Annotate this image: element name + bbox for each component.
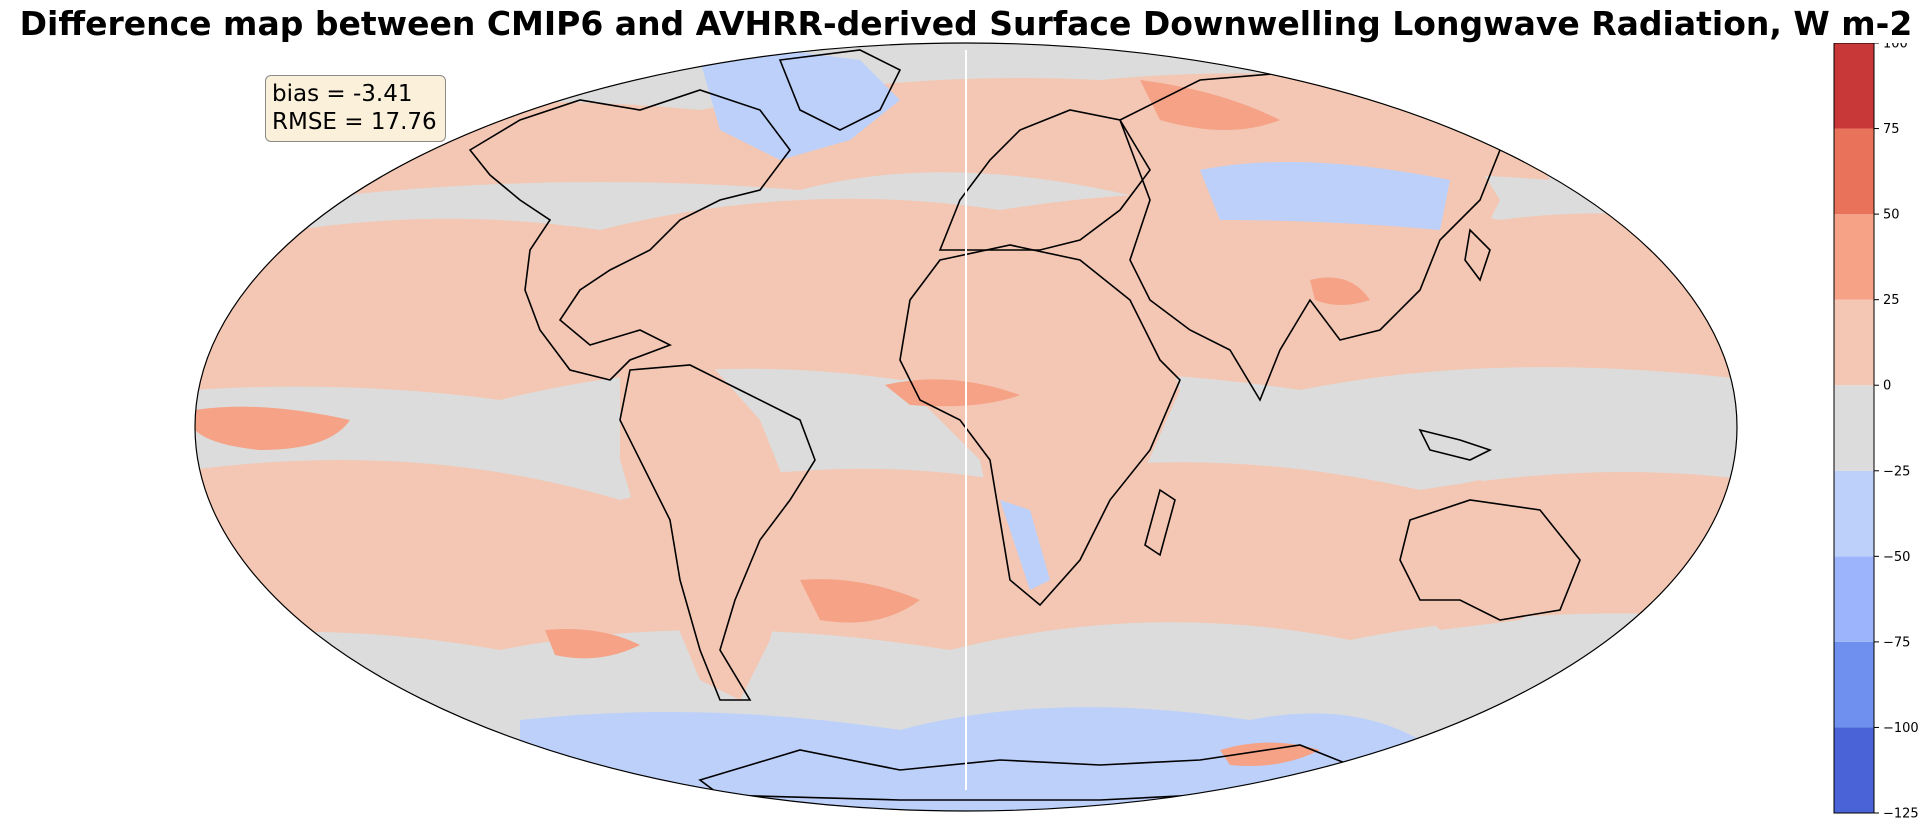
australia-coast <box>1399 499 1581 621</box>
world-map <box>194 42 1738 812</box>
positive-band <box>195 460 1737 650</box>
strong-positive-patch <box>885 379 1020 407</box>
colorbar-tick-label: 75 <box>1883 122 1900 137</box>
colorbar-segment <box>1834 556 1874 642</box>
greenland-coast <box>778 49 902 131</box>
colorbar-frame <box>1833 43 1875 814</box>
coastlines <box>468 49 1581 801</box>
globe-outline <box>194 42 1738 812</box>
south-america-coast <box>619 364 816 701</box>
colorbar: −125 −100 −75 −50 −25 0 25 50 75 100 <box>1833 43 1919 822</box>
strong-positive-patch <box>195 406 350 450</box>
north-america-coast <box>468 89 791 381</box>
colorbar-tick-label: −25 <box>1883 464 1910 479</box>
colorbar-segment <box>1834 299 1874 386</box>
negative-area <box>1200 162 1450 230</box>
madagascar-coast <box>1144 488 1176 557</box>
strong-positive-patch <box>800 579 920 623</box>
strong-positive-patch <box>545 629 640 659</box>
indonesia-coast <box>1418 428 1493 461</box>
difference-field <box>195 43 1737 811</box>
rmse-text: RMSE = 17.76 <box>272 109 437 135</box>
colorbar-tick-label: 100 <box>1883 43 1908 52</box>
strong-positive-patch <box>1310 277 1370 305</box>
colorbar-segment <box>1834 128 1874 215</box>
positive-band <box>620 330 800 700</box>
colorbar-tick-label: −100 <box>1883 721 1919 736</box>
bias-text: bias = -3.41 <box>272 81 413 107</box>
colorbar-ticks: −125 −100 −75 −50 −25 0 25 50 75 100 <box>1874 43 1919 822</box>
positive-band <box>1380 480 1580 630</box>
map-title: Difference map between CMIP6 and AVHRR-d… <box>19 4 1913 43</box>
antarctica-coast <box>698 744 1352 801</box>
negative-area <box>700 50 900 160</box>
colorbar-tick-label: 0 <box>1883 379 1891 394</box>
colorbar-segment <box>1834 641 1874 728</box>
negative-area <box>1000 500 1050 590</box>
colorbar-segment <box>1834 727 1874 813</box>
colorbar-segments <box>1834 43 1874 813</box>
colorbar-tick-label: 50 <box>1883 208 1900 223</box>
europe-coast <box>938 109 1151 251</box>
stats-box: bias = -3.41 RMSE = 17.76 <box>265 75 446 142</box>
colorbar-tick-label: −125 <box>1883 807 1919 822</box>
colorbar-tick-label: 25 <box>1883 293 1900 308</box>
colorbar-tick-label: −50 <box>1883 550 1910 565</box>
colorbar-segment <box>1834 470 1874 557</box>
africa-coast <box>899 244 1181 607</box>
positive-band <box>890 240 1180 600</box>
colorbar-segment <box>1834 43 1874 129</box>
colorbar-segment <box>1834 385 1874 471</box>
colorbar-tick-label: −75 <box>1883 635 1910 650</box>
strong-positive-patch <box>1220 742 1320 766</box>
japan-coast <box>1464 228 1491 282</box>
colorbar-segment <box>1834 214 1874 300</box>
